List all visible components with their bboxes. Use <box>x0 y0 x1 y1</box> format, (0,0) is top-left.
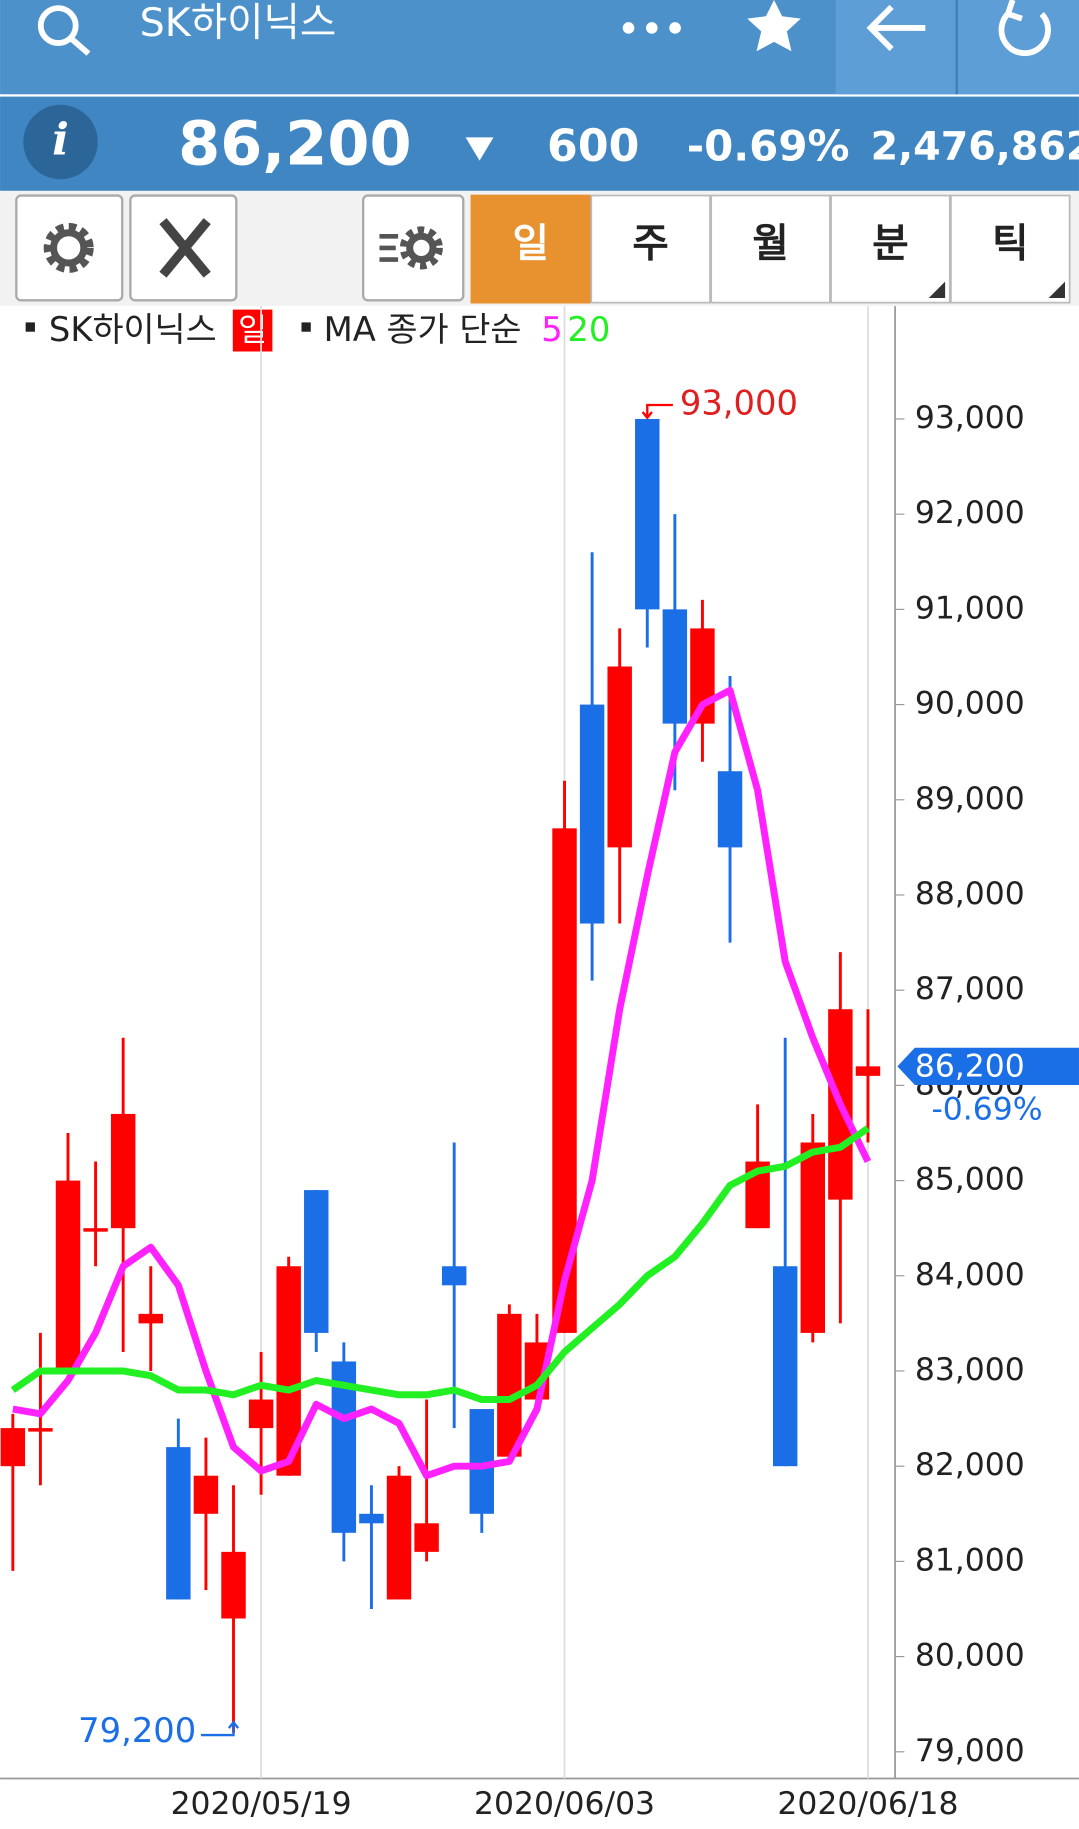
candle-body <box>166 1447 191 1600</box>
candle-body <box>248 1399 274 1429</box>
moving-average-line <box>12 686 872 1480</box>
y-tick-label: 93,000 <box>915 400 1025 436</box>
candle-body <box>579 704 605 924</box>
candle-body <box>193 1475 219 1514</box>
stock-title[interactable]: SK하이닉스 <box>140 0 337 46</box>
refresh-icon[interactable] <box>998 0 1051 57</box>
indicator-button[interactable] <box>362 194 465 302</box>
moving-average-line <box>10 1125 870 1404</box>
period-tab[interactable] <box>830 194 951 304</box>
volume: 2,476,862 <box>871 123 1079 169</box>
period-tab-label: 틱 <box>992 221 1028 267</box>
candle-body <box>441 1266 467 1286</box>
candle-body <box>138 1313 163 1324</box>
period-tab[interactable] <box>590 194 711 304</box>
y-tick-label: 84,000 <box>915 1257 1025 1293</box>
candle-body <box>55 1180 81 1371</box>
y-tick-label: 88,000 <box>915 876 1025 912</box>
period-tab[interactable] <box>710 194 831 304</box>
candle-body <box>359 1513 384 1524</box>
back-icon[interactable] <box>866 4 926 51</box>
favorite-icon[interactable] <box>747 0 801 52</box>
candle-body <box>497 1313 522 1457</box>
quote-bar <box>0 96 1079 191</box>
y-tick-label: 92,000 <box>915 495 1025 531</box>
candle-body <box>83 1228 108 1232</box>
more-icon[interactable] <box>622 22 681 34</box>
low-label: 79,200 <box>78 1711 196 1750</box>
candle-body <box>855 1066 881 1076</box>
y-tick-label: 87,000 <box>915 971 1025 1007</box>
change: 600 <box>547 121 639 172</box>
legend-ma-period: 20 <box>567 310 610 349</box>
legend-bullet <box>25 322 35 332</box>
candle-body <box>635 418 660 610</box>
y-tick-label: 82,000 <box>915 1447 1025 1483</box>
y-tick-label: 91,000 <box>915 590 1025 626</box>
candle-body <box>414 1523 439 1552</box>
candle-body <box>717 771 743 848</box>
high-marker <box>641 403 673 420</box>
info-button[interactable] <box>23 104 98 180</box>
y-tick-label: 81,000 <box>915 1542 1025 1578</box>
legend-period: 일 <box>238 313 267 349</box>
info-icon: i <box>52 114 69 166</box>
y-tick-label: 79,000 <box>915 1733 1025 1769</box>
high-label: 93,000 <box>680 384 798 423</box>
candle-body <box>110 1113 136 1229</box>
y-tick-label: 90,000 <box>915 686 1025 722</box>
candle-body <box>221 1551 246 1619</box>
x-tick-label: 2020/06/03 <box>474 1786 655 1822</box>
low-marker <box>200 1720 240 1737</box>
x-tick-label: 2020/05/19 <box>171 1786 352 1822</box>
settings-button[interactable] <box>15 194 124 302</box>
period-tab-label: 주 <box>632 221 668 267</box>
period-tab-label: 분 <box>872 221 908 267</box>
price: 86,200 <box>178 109 412 179</box>
last-change-label: -0.69% <box>931 1092 1042 1128</box>
legend-ma: MA 종가 단순 <box>324 310 522 349</box>
candle-body <box>607 666 632 848</box>
candle-body <box>304 1190 329 1333</box>
candle-body <box>772 1266 798 1467</box>
period-tab[interactable] <box>950 194 1071 304</box>
y-tick-label: 89,000 <box>915 781 1025 817</box>
legend-period-badge <box>232 309 273 352</box>
x-tick-label: 2020/06/18 <box>777 1786 958 1822</box>
last-price-tag <box>897 1047 1079 1085</box>
y-tick-label: 83,000 <box>915 1352 1025 1388</box>
period-tab-label: 월 <box>752 221 788 267</box>
period-tab[interactable] <box>470 194 592 304</box>
legend-ma-period: 5 <box>541 310 562 349</box>
tools-button[interactable] <box>129 194 238 302</box>
search-icon[interactable] <box>37 5 91 56</box>
candle-body <box>800 1142 826 1333</box>
candle-body <box>662 609 688 724</box>
period-tab-label: 일 <box>513 221 549 267</box>
tab-corner <box>928 281 946 298</box>
legend-bullet <box>301 322 311 332</box>
tab-corner <box>1048 281 1066 298</box>
candle-body <box>28 1428 53 1432</box>
down-arrow <box>465 137 494 161</box>
candle-body <box>386 1475 412 1600</box>
change-pct: -0.69% <box>687 121 850 170</box>
last-price-label: 86,200 <box>915 1049 1025 1085</box>
legend-name: SK하이닉스 <box>49 310 217 349</box>
candle-body <box>0 1428 26 1467</box>
y-tick-label: 80,000 <box>915 1638 1025 1674</box>
y-tick-label: 85,000 <box>915 1162 1025 1198</box>
